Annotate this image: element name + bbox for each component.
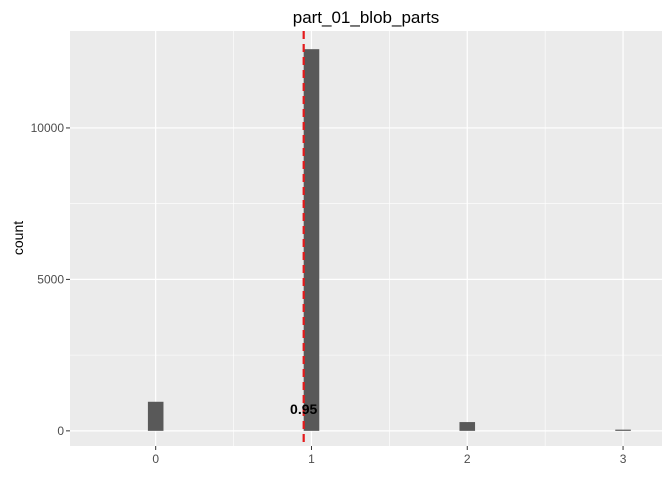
bar-2: [459, 422, 476, 431]
x-tick-label: 2: [464, 452, 471, 466]
bars: [147, 49, 631, 431]
bar-3: [615, 429, 631, 431]
bar-1: [303, 49, 320, 431]
x-tick-label: 0: [152, 452, 159, 466]
y-axis-ticks: 0 5000 10000: [31, 121, 70, 438]
x-tick-label: 1: [308, 452, 315, 466]
y-axis-label: count: [10, 221, 26, 255]
plot-panel: [70, 31, 662, 446]
chart-title: part_01_blob_parts: [293, 8, 440, 27]
bar-0: [147, 401, 164, 431]
y-tick-label: 10000: [31, 121, 65, 135]
y-tick-label: 0: [57, 424, 64, 438]
x-tick-label: 3: [620, 452, 627, 466]
x-axis-ticks: 0 1 2 3: [152, 446, 627, 466]
reference-line-label: 0.95: [290, 401, 317, 417]
minor-gridlines: [70, 31, 662, 446]
y-tick-label: 5000: [37, 272, 64, 286]
